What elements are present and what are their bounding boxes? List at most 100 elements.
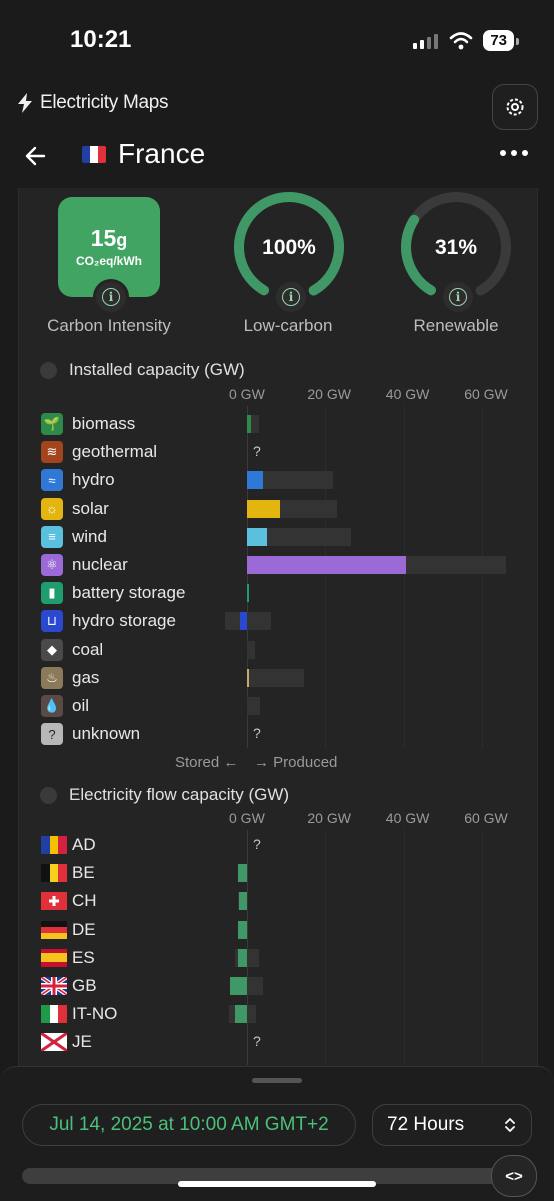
belgium-flag-icon	[41, 864, 67, 883]
low-carbon-info-button[interactable]: i	[273, 279, 309, 315]
export-flow-bar	[239, 892, 247, 911]
production-bar	[247, 415, 251, 433]
wifi-icon	[450, 31, 473, 49]
low-carbon-value: 100%	[262, 236, 316, 259]
flow-row-label: BE	[72, 863, 95, 883]
axis-gridline	[482, 406, 484, 748]
time-range-value: 72 Hours	[387, 1114, 465, 1135]
germany-flag-icon	[41, 920, 67, 939]
flow-capacity-bar-bg	[247, 892, 248, 911]
sprout-icon: 🌱	[41, 413, 63, 435]
capacity-row-label: nuclear	[72, 555, 128, 574]
flow-rows: AD? BE CH DE ES GB IT-NO JE?	[0, 0, 554, 1052]
flow-title-text: Electricity flow capacity (GW)	[69, 785, 290, 804]
flow-section-title[interactable]: Electricity flow capacity (GW)	[40, 785, 289, 805]
sheet-handle[interactable]	[252, 1078, 302, 1083]
unknown-marker: ?	[253, 836, 261, 852]
back-arrow-icon[interactable]	[24, 140, 48, 172]
export-flow-bar	[234, 1005, 247, 1024]
capacity-row-label: oil	[72, 696, 90, 715]
wind-icon: ≡	[41, 525, 63, 548]
question-icon: ?	[41, 723, 63, 746]
info-icon: i	[282, 288, 300, 306]
low-carbon-label: Low-carbon	[243, 316, 333, 335]
capacity-bar-bg	[247, 471, 334, 490]
flow-row-label: DE	[72, 919, 96, 939]
flow-row-label: IT-NO	[72, 1004, 118, 1024]
axis-tick-label: 40 GW	[385, 386, 430, 402]
toggle-dot[interactable]	[40, 786, 57, 804]
lightning-icon	[18, 93, 32, 113]
app-brand[interactable]: Electricity Maps	[16, 92, 169, 114]
capacity-section-title[interactable]: Installed capacity (GW)	[40, 360, 245, 380]
status-time: 10:21	[70, 26, 132, 53]
capacity-bar-bg	[247, 640, 255, 659]
country-name: France	[118, 138, 206, 169]
signal-icon	[413, 33, 439, 49]
capacity-bar-bg	[247, 697, 260, 715]
flow-capacity-bar-bg	[247, 948, 259, 967]
battery-icon: ▮	[41, 582, 63, 605]
capacity-bar-bg	[247, 415, 259, 433]
heat-waves-icon: ≋	[41, 441, 63, 464]
capacity-row-label: gas	[72, 667, 100, 687]
export-flow-bar	[238, 920, 247, 939]
axis-gridline	[247, 406, 248, 748]
axis-gridline	[325, 406, 327, 748]
toggle-dot[interactable]	[40, 361, 57, 379]
axis-tick-label: 60 GW	[464, 386, 508, 402]
carbon-intensity-label: Carbon Intensity	[47, 316, 171, 335]
production-bar	[247, 556, 406, 574]
axis-gridline	[247, 830, 248, 1065]
flame-icon: ♨	[41, 666, 63, 689]
flow-row-label: AD	[72, 835, 96, 854]
gear-icon	[506, 98, 524, 116]
time-range-select[interactable]: 72 Hours	[372, 1104, 532, 1146]
battery-indicator: 73	[483, 30, 519, 51]
uk-flag-icon	[41, 977, 67, 995]
axis-gridline	[403, 406, 405, 748]
flow-capacity-bar-bg	[247, 1005, 257, 1024]
axis-tick-label: 60 GW	[464, 810, 508, 826]
more-options-icon[interactable]	[500, 150, 528, 156]
status-icons: 73	[413, 30, 519, 51]
chevron-updown-icon	[505, 1118, 515, 1132]
home-indicator	[178, 1181, 376, 1187]
capacity-row-label: unknown	[72, 724, 141, 744]
pump-storage-icon: ⊔	[41, 610, 63, 633]
capacity-row-label: hydro storage	[72, 611, 176, 631]
brand-name: Electricity Maps	[40, 92, 169, 113]
country-title: France	[82, 138, 205, 170]
capacity-row-label: solar	[72, 498, 109, 518]
date-time-pill[interactable]: Jul 14, 2025 at 10:00 AM GMT+2	[22, 1104, 356, 1146]
france-flag-icon	[82, 145, 106, 163]
flow-row-label: ES	[72, 947, 95, 967]
production-bar	[247, 527, 267, 546]
storage-bar	[239, 612, 247, 631]
capacity-bar-bg	[247, 527, 351, 546]
atom-icon: ⚛	[41, 554, 63, 576]
time-slider-handle[interactable]: <>	[491, 1155, 537, 1197]
capacity-row-label: biomass	[72, 414, 136, 433]
capacity-row-label: geothermal	[72, 442, 158, 462]
produced-label: → Produced	[254, 754, 338, 771]
andorra-flag-icon	[41, 836, 67, 854]
axis-gridline	[325, 830, 327, 1065]
zone-details-panel	[18, 188, 538, 1088]
info-icon: i	[102, 288, 120, 306]
italy-flag-icon	[41, 1005, 67, 1024]
time-slider-track[interactable]	[22, 1168, 512, 1184]
capacity-bar-bg	[247, 612, 271, 631]
axis-tick-label: 20 GW	[307, 386, 351, 402]
axis-tick-label: 40 GW	[385, 810, 430, 826]
sun-icon: ☼	[41, 497, 63, 520]
axis-tick-label: 20 GW	[307, 810, 351, 826]
export-flow-bar	[238, 864, 247, 883]
water-waves-icon: ≈	[41, 469, 63, 492]
production-bar	[247, 499, 281, 518]
carbon-info-button[interactable]: i	[93, 279, 129, 315]
renewable-info-button[interactable]: i	[440, 279, 476, 315]
renewable-gauge	[400, 192, 511, 302]
settings-button[interactable]	[492, 84, 538, 130]
flow-row-label: GB	[72, 976, 97, 995]
